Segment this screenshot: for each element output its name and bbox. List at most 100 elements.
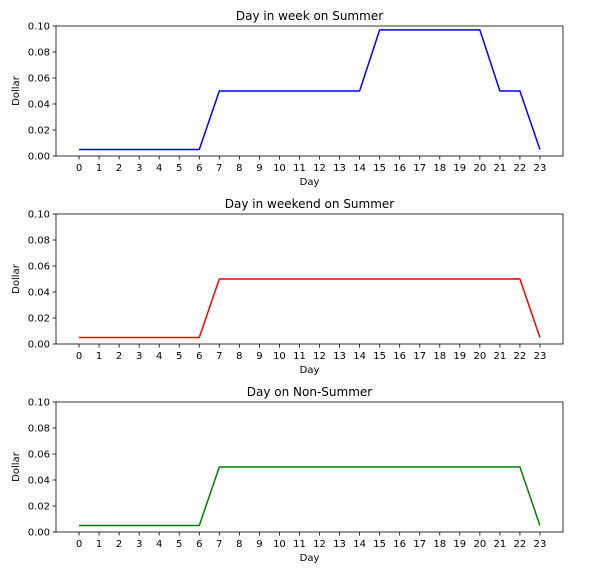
axes-frame <box>55 401 564 533</box>
y-tick-label: 0.10 <box>28 398 50 409</box>
y-tick-label: 0.02 <box>28 502 50 513</box>
x-tick-label: 23 <box>534 351 547 362</box>
y-tick-label: 0.02 <box>28 126 50 137</box>
x-tick-label: 21 <box>494 351 507 362</box>
x-tick-label: 19 <box>453 163 466 174</box>
x-tick-label: 15 <box>373 351 386 362</box>
x-tick-label: 14 <box>353 351 366 362</box>
x-tick-label: 18 <box>433 351 446 362</box>
x-tick-label: 20 <box>473 163 486 174</box>
x-tick-label: 7 <box>216 539 222 550</box>
x-tick-label: 16 <box>393 539 406 550</box>
x-tick-label: 14 <box>353 539 366 550</box>
x-tick-label: 17 <box>413 539 426 550</box>
chart-title: Day on Non-Summer <box>247 385 373 399</box>
x-tick-label: 23 <box>534 539 547 550</box>
x-tick-label: 20 <box>473 351 486 362</box>
x-tick-label: 10 <box>273 539 286 550</box>
x-tick-label: 13 <box>333 163 346 174</box>
y-tick-label: 0.06 <box>28 74 50 85</box>
y-tick-label: 0.08 <box>28 236 50 247</box>
x-tick-label: 0 <box>76 351 82 362</box>
series-line <box>79 278 541 339</box>
x-tick-label: 17 <box>413 351 426 362</box>
y-axis-label: Dollar <box>11 451 22 482</box>
y-tick-label: 0.04 <box>28 476 50 487</box>
x-tick-label: 7 <box>216 163 222 174</box>
x-tick-label: 22 <box>514 163 527 174</box>
y-tick-label: 0.04 <box>28 288 50 299</box>
x-tick-label: 11 <box>293 163 306 174</box>
x-tick-label: 15 <box>373 163 386 174</box>
x-tick-label: 6 <box>196 539 202 550</box>
subplot-3: Day on Non-Summer 0.00 0.02 0.04 0.06 0.08 0.1… <box>11 385 564 564</box>
x-tick-label: 8 <box>236 163 242 174</box>
x-tick-label: 18 <box>433 163 446 174</box>
axes-frame <box>55 25 564 157</box>
x-tick-label: 13 <box>333 539 346 550</box>
x-tick-label: 21 <box>494 539 507 550</box>
x-tick-label: 20 <box>473 539 486 550</box>
series-line <box>79 466 541 527</box>
x-tick-label: 17 <box>413 163 426 174</box>
x-tick-label: 15 <box>373 539 386 550</box>
x-tick-label: 1 <box>96 163 102 174</box>
series-line <box>79 29 541 151</box>
y-tick-label: 0.10 <box>28 210 50 221</box>
x-tick-label: 5 <box>176 163 182 174</box>
x-tick-label: 3 <box>136 539 142 550</box>
y-tick-label: 0.00 <box>28 340 50 351</box>
x-axis-label: Day <box>300 177 320 188</box>
y-axis-label: Dollar <box>11 263 22 294</box>
x-tick-label: 11 <box>293 539 306 550</box>
x-tick-label: 13 <box>333 351 346 362</box>
x-tick-label: 1 <box>96 539 102 550</box>
x-tick-label: 6 <box>196 351 202 362</box>
x-tick-label: 21 <box>494 163 507 174</box>
chart-title: Day in week on Summer <box>236 9 383 23</box>
y-tick-label: 0.04 <box>28 100 50 111</box>
chart-title: Day in weekend on Summer <box>225 197 395 211</box>
x-tick-label: 19 <box>453 351 466 362</box>
x-tick-label: 19 <box>453 539 466 550</box>
x-tick-label: 3 <box>136 163 142 174</box>
x-tick-label: 4 <box>156 539 162 550</box>
x-tick-label: 9 <box>256 539 262 550</box>
y-tick-label: 0.06 <box>28 262 50 273</box>
x-tick-label: 6 <box>196 163 202 174</box>
x-tick-label: 10 <box>273 351 286 362</box>
x-tick-label: 4 <box>156 163 162 174</box>
y-tick-label: 0.00 <box>28 152 50 163</box>
axes-frame <box>55 213 564 345</box>
x-tick-label: 5 <box>176 539 182 550</box>
y-tick-label: 0.06 <box>28 450 50 461</box>
x-tick-label: 8 <box>236 539 242 550</box>
x-axis-label: Day <box>300 553 320 564</box>
x-tick-label: 12 <box>313 163 326 174</box>
y-tick-label: 0.02 <box>28 314 50 325</box>
x-axis-label: Day <box>300 365 320 376</box>
x-tick-label: 14 <box>353 163 366 174</box>
x-tick-label: 8 <box>236 351 242 362</box>
subplot-2: Day in weekend on Summer 0.00 0.02 0.04 0.06… <box>11 197 564 376</box>
x-tick-label: 0 <box>76 163 82 174</box>
x-tick-label: 0 <box>76 539 82 550</box>
x-tick-label: 7 <box>216 351 222 362</box>
x-tick-label: 16 <box>393 163 406 174</box>
x-tick-label: 12 <box>313 351 326 362</box>
x-tick-label: 22 <box>514 351 527 362</box>
x-tick-label: 18 <box>433 539 446 550</box>
x-tick-label: 3 <box>136 351 142 362</box>
y-axis-label: Dollar <box>11 75 22 106</box>
x-tick-label: 9 <box>256 351 262 362</box>
x-tick-label: 4 <box>156 351 162 362</box>
x-tick-label: 16 <box>393 351 406 362</box>
x-tick-label: 2 <box>116 163 122 174</box>
x-tick-label: 10 <box>273 163 286 174</box>
y-tick-label: 0.00 <box>28 528 50 539</box>
y-tick-label: 0.08 <box>28 48 50 59</box>
x-tick-label: 23 <box>534 163 547 174</box>
x-tick-label: 1 <box>96 351 102 362</box>
x-tick-label: 2 <box>116 539 122 550</box>
